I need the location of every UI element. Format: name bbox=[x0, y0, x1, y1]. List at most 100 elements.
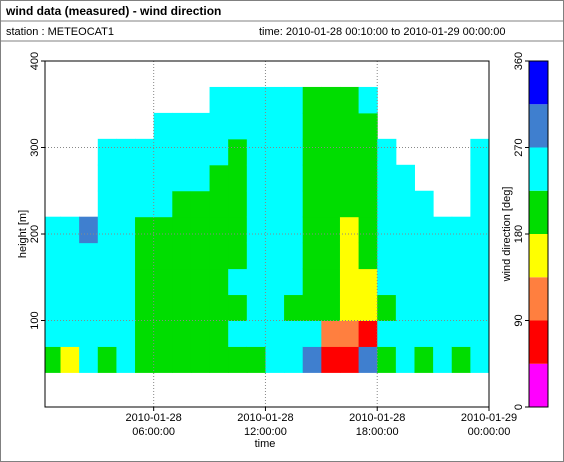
heat-cell bbox=[321, 320, 341, 347]
heat-cell bbox=[228, 190, 248, 218]
heat-cell bbox=[190, 242, 211, 270]
heat-cell bbox=[302, 164, 322, 192]
colorbar-segment bbox=[529, 147, 548, 191]
heat-cell bbox=[97, 268, 117, 296]
heat-cell bbox=[284, 216, 304, 244]
heat-cell bbox=[377, 346, 397, 373]
x-tick-label: 2010-01-28 06:00:00 bbox=[125, 412, 182, 438]
heat-cell bbox=[451, 346, 471, 373]
heat-cell bbox=[433, 294, 453, 321]
heat-cell bbox=[358, 190, 378, 218]
heat-cell bbox=[395, 268, 415, 296]
heat-cell bbox=[209, 294, 229, 321]
heat-cell bbox=[321, 346, 341, 373]
heat-cell bbox=[302, 112, 322, 140]
heat-cell bbox=[302, 294, 322, 321]
heat-cell bbox=[246, 216, 266, 244]
heat-cell bbox=[451, 320, 471, 347]
heat-cell bbox=[60, 346, 80, 373]
y-axis-label: height [m] bbox=[17, 210, 29, 258]
heat-cell bbox=[116, 138, 136, 166]
colorbar-tick-label: 90 bbox=[513, 314, 525, 326]
heat-cell bbox=[190, 216, 211, 244]
x-tick-label: 2010-01-29 00:00:00 bbox=[460, 412, 518, 438]
heat-cell bbox=[414, 242, 434, 270]
heat-cell bbox=[209, 268, 229, 296]
heat-cell bbox=[135, 268, 155, 296]
heat-cell bbox=[302, 346, 322, 373]
heat-cell bbox=[377, 320, 397, 347]
heat-cell bbox=[470, 190, 490, 218]
heat-cell bbox=[284, 242, 304, 270]
heat-cell bbox=[209, 320, 229, 347]
heat-cell bbox=[265, 164, 285, 192]
heat-cell bbox=[284, 346, 304, 373]
heat-cell bbox=[358, 112, 378, 140]
chart-title: wind data (measured) - wind direction bbox=[5, 4, 221, 18]
heat-cell bbox=[45, 216, 62, 244]
heat-cell bbox=[339, 112, 360, 140]
heat-cell bbox=[172, 216, 192, 244]
heat-cell bbox=[97, 242, 117, 270]
heat-cell bbox=[60, 294, 80, 321]
heat-cell bbox=[358, 86, 378, 114]
heat-cell bbox=[377, 294, 397, 321]
heat-cell bbox=[284, 294, 304, 321]
heat-cell bbox=[470, 164, 490, 192]
heat-cell bbox=[395, 164, 415, 192]
heat-cell bbox=[321, 216, 341, 244]
heat-cell bbox=[246, 320, 266, 347]
heat-cell bbox=[135, 164, 155, 192]
heat-cell bbox=[135, 346, 155, 373]
heat-cell bbox=[228, 320, 248, 347]
heat-cell bbox=[45, 242, 62, 270]
heat-cell bbox=[116, 216, 136, 244]
heat-cell bbox=[246, 164, 266, 192]
heat-cell bbox=[190, 190, 211, 218]
heat-cell bbox=[321, 242, 341, 270]
heat-cell bbox=[321, 164, 341, 192]
heat-cell bbox=[321, 138, 341, 166]
heat-cell bbox=[339, 86, 360, 114]
heat-cell bbox=[172, 242, 192, 270]
heat-cell bbox=[414, 294, 434, 321]
heat-cell bbox=[79, 320, 99, 347]
heat-cell bbox=[302, 242, 322, 270]
heat-cell bbox=[414, 346, 434, 373]
heat-cell bbox=[135, 294, 155, 321]
heat-cell bbox=[190, 320, 211, 347]
heat-cell bbox=[116, 242, 136, 270]
heat-cell bbox=[135, 320, 155, 347]
heat-cell bbox=[79, 216, 99, 244]
heat-cell bbox=[358, 320, 378, 347]
heat-cell bbox=[321, 112, 341, 140]
heat-cell bbox=[45, 320, 62, 347]
heat-cell bbox=[395, 190, 415, 218]
heat-cell bbox=[209, 112, 229, 140]
heat-cell bbox=[265, 138, 285, 166]
heat-cell bbox=[228, 216, 248, 244]
heat-cell bbox=[45, 294, 62, 321]
heat-cell bbox=[302, 216, 322, 244]
colorbar-tick-label: 360 bbox=[513, 52, 525, 70]
heat-cell bbox=[153, 164, 173, 192]
heat-cell bbox=[60, 268, 80, 296]
heat-cell bbox=[339, 216, 360, 244]
heat-cell bbox=[246, 346, 266, 373]
heat-cell bbox=[153, 216, 173, 244]
heat-cell bbox=[302, 138, 322, 166]
colorbar-segment bbox=[529, 234, 548, 278]
heat-cell bbox=[358, 138, 378, 166]
heat-cell bbox=[135, 242, 155, 270]
heat-cell bbox=[470, 242, 490, 270]
heat-cell bbox=[470, 216, 490, 244]
heat-cell bbox=[358, 294, 378, 321]
heat-cell bbox=[209, 86, 229, 114]
heat-cell bbox=[228, 268, 248, 296]
heat-cell bbox=[79, 346, 99, 373]
heat-cell bbox=[339, 268, 360, 296]
heat-cell bbox=[116, 190, 136, 218]
heat-cell bbox=[284, 164, 304, 192]
heat-cell bbox=[79, 242, 99, 270]
heat-cell bbox=[135, 138, 155, 166]
